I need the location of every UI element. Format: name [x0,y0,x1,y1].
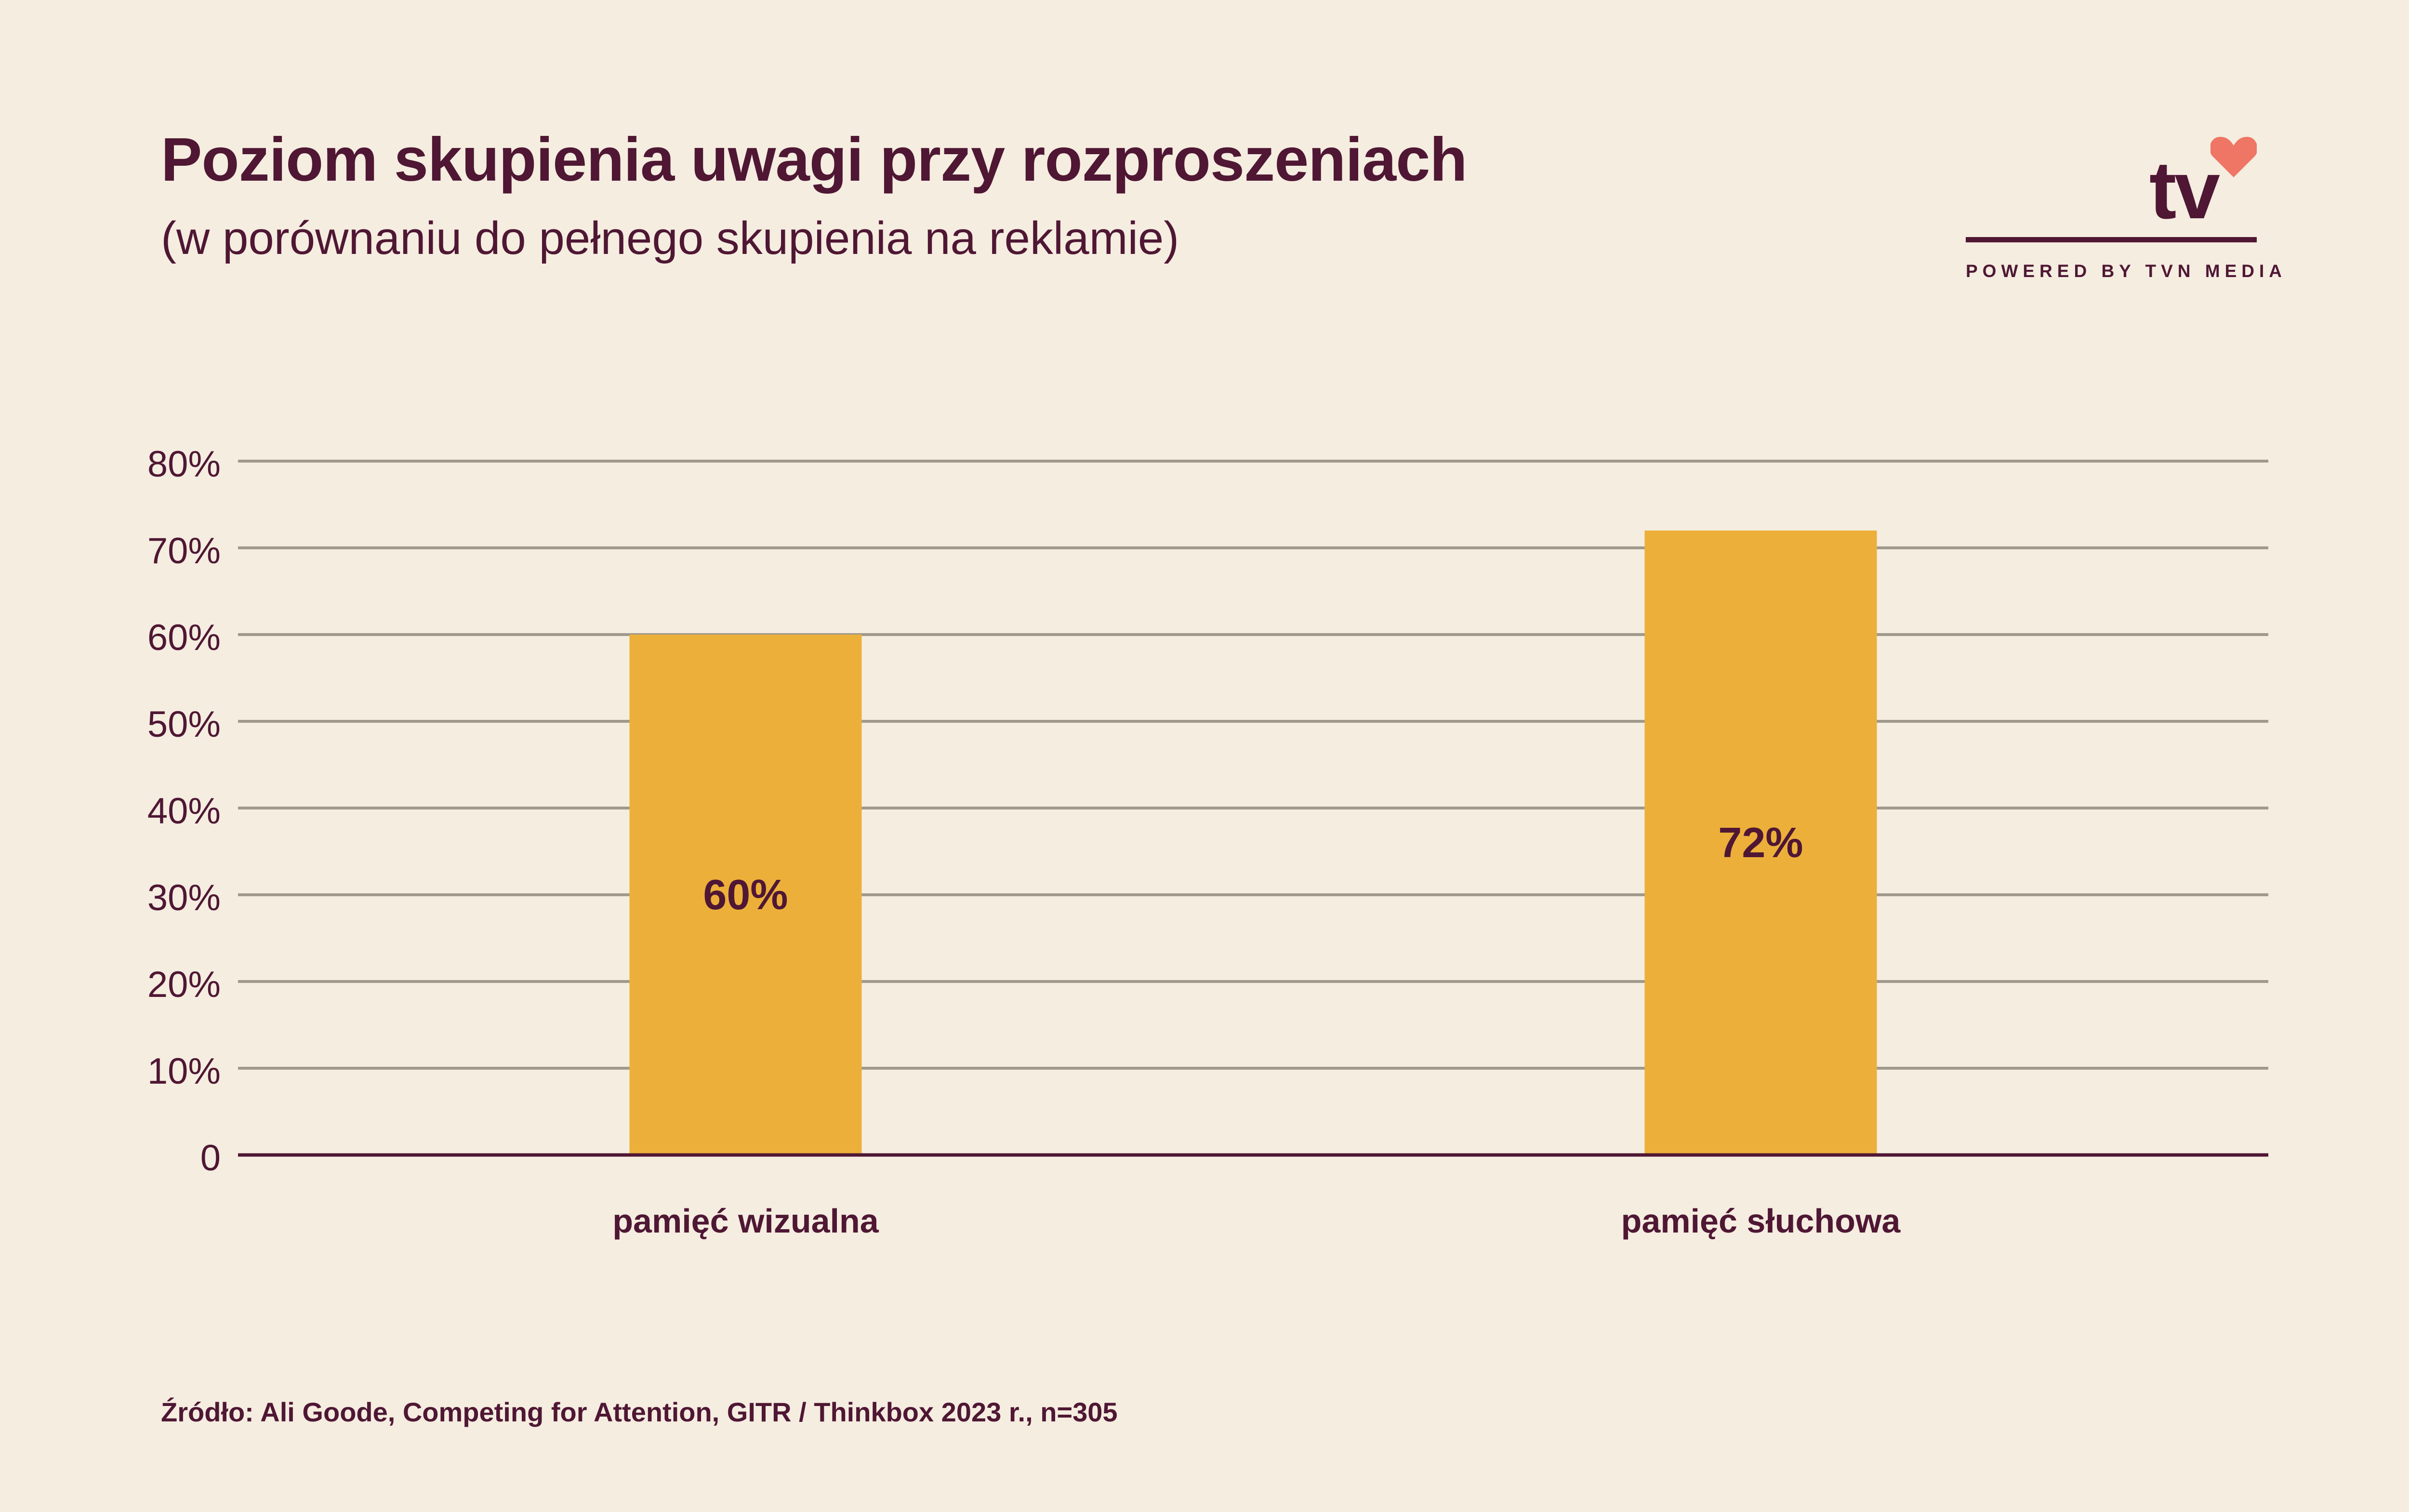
y-tick-label: 50% [147,704,221,745]
chart-subtitle: (w porównaniu do pełnego skupienia na re… [161,212,1179,264]
source-note: Źródło: Ali Goode, Competing for Attenti… [161,1397,1118,1427]
logo-wordmark: tv [2149,145,2220,236]
bar [629,635,862,1155]
y-tick-label: 30% [147,877,221,918]
bar-value-label: 72% [1718,819,1803,866]
y-tick-label: 70% [147,531,221,571]
bar-value-label: 60% [703,871,788,918]
bar [1644,531,1877,1155]
tvn-logo: tv POWERED BY TVN MEDIA [1966,135,2287,289]
y-tick-label: 20% [147,964,221,1005]
y-tick-label: 0 [200,1138,221,1179]
x-category-label: pamięć słuchowa [1621,1202,1901,1240]
y-tick-label: 60% [147,617,221,658]
logo-tagline: POWERED BY TVN MEDIA [1966,261,2287,281]
y-tick-label: 80% [147,444,221,485]
y-tick-label: 40% [147,791,221,832]
x-category-label: pamięć wizualna [612,1202,879,1240]
logo-divider [1966,237,2257,242]
chart-title: Poziom skupienia uwagi przy rozproszenia… [161,125,1468,194]
y-tick-label: 10% [147,1051,221,1092]
heart-icon [2210,137,2257,177]
